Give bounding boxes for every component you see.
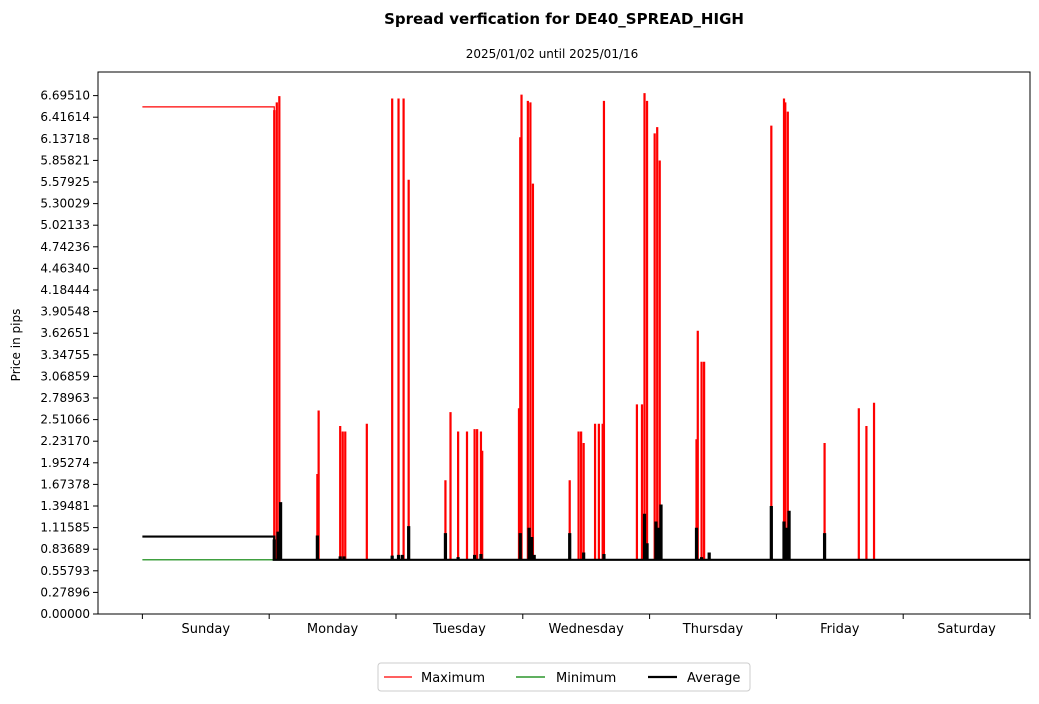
legend-label-average: Average	[687, 671, 740, 686]
series-layer	[142, 93, 1030, 561]
y-tick-label: 3.06859	[40, 369, 90, 383]
y-tick-label: 3.90548	[40, 305, 90, 319]
y-axis-label: Price in pips	[9, 309, 23, 382]
x-tick-label-wednesday: Wednesday	[549, 622, 625, 637]
y-tick-label: 6.41614	[40, 110, 90, 124]
y-tick-label: 3.62651	[40, 326, 90, 340]
y-tick-label: 1.67378	[40, 477, 90, 491]
y-tick-label: 5.85821	[40, 153, 90, 167]
legend-label-maximum: Maximum	[421, 671, 485, 686]
x-tick-label-friday: Friday	[820, 622, 860, 637]
plot-frame	[97, 71, 1031, 615]
y-tick-label: 6.69510	[40, 89, 90, 103]
y-tick-label: 0.55793	[40, 564, 90, 578]
series-line-maximum	[142, 93, 1030, 561]
x-axis: Sunday Monday Tuesday Wednesday Thursday Frid…	[141, 614, 1031, 637]
x-tick-label-sunday: Sunday	[181, 622, 230, 637]
x-tick-label-tuesday: Tuesday	[432, 622, 486, 637]
y-tick-label: 3.34755	[40, 348, 90, 362]
y-tick-label: 1.39481	[40, 499, 90, 513]
chart-title: Spread verfication for DE40_SPREAD_HIGH	[384, 10, 744, 28]
y-tick-label: 4.46340	[40, 261, 90, 275]
y-tick-label: 4.74236	[40, 240, 90, 254]
y-tick-label: 2.51066	[40, 413, 90, 427]
y-tick-label: 2.23170	[40, 434, 90, 448]
legend-box	[377, 662, 751, 692]
series-line-average	[142, 502, 1030, 561]
y-tick-label: 5.57925	[40, 175, 90, 189]
y-tick-label: 1.95274	[40, 456, 90, 470]
x-tick-label-thursday: Thursday	[682, 622, 744, 637]
x-tick-label-saturday: Saturday	[937, 622, 996, 637]
y-tick-label: 5.30029	[40, 197, 90, 211]
legend-label-minimum: Minimum	[556, 671, 616, 686]
legend: Maximum Minimum Average	[377, 662, 751, 692]
y-tick-label: 5.02133	[40, 218, 90, 232]
y-tick-label: 0.27896	[40, 585, 90, 599]
y-tick-label: 0.00000	[40, 607, 90, 621]
y-tick-label: 6.13718	[40, 132, 90, 146]
y-tick-label: 0.83689	[40, 542, 90, 556]
y-tick-label: 4.18444	[40, 283, 90, 297]
y-axis: 0.00000 0.27896 0.55793 0.83689 1.11585 1.394…	[40, 89, 98, 621]
chart-subtitle: 2025/01/02 until 2025/01/16	[466, 47, 639, 61]
y-tick-label: 1.11585	[40, 521, 90, 535]
y-tick-label: 2.78963	[40, 391, 90, 405]
x-tick-label-monday: Monday	[307, 622, 359, 637]
